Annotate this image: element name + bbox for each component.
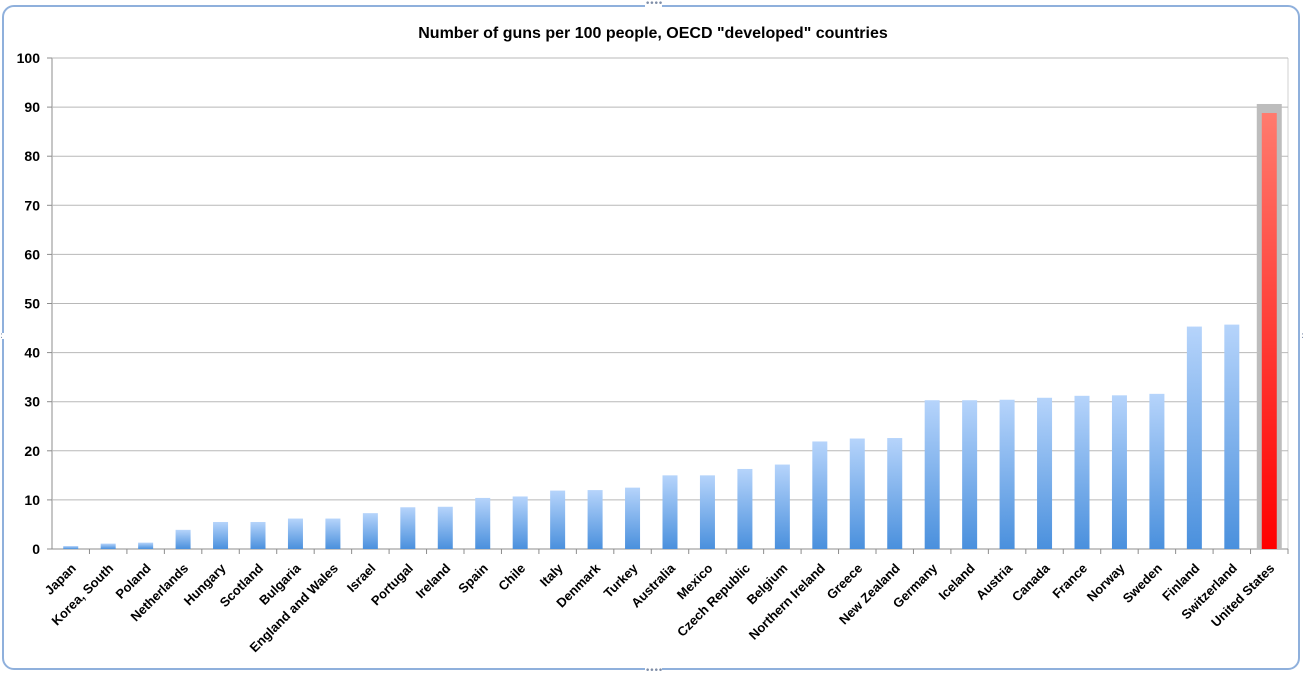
bar-iceland[interactable] <box>962 400 978 549</box>
x-tick-label: Portugal <box>368 561 416 609</box>
x-tick-label: Chile <box>495 561 528 594</box>
bar-portugal[interactable] <box>400 507 416 549</box>
x-tick-label: Spain <box>455 560 491 596</box>
chart-frame <box>2 5 1300 670</box>
y-tick-label: 60 <box>24 246 40 262</box>
bar-poland[interactable] <box>138 542 154 549</box>
y-tick-label: 90 <box>24 99 40 115</box>
y-tick-label: 80 <box>24 148 40 164</box>
x-tick-label: Iceland <box>935 560 977 602</box>
x-tick-label: Canada <box>1009 560 1053 604</box>
bar-canada[interactable] <box>1037 397 1053 549</box>
resize-handle-bottom[interactable]: •••• <box>645 666 663 676</box>
x-tick-label: Israel <box>344 561 379 596</box>
y-tick-label: 10 <box>24 492 40 508</box>
y-tick-label: 0 <box>32 541 40 557</box>
bar-united-states[interactable] <box>1261 112 1277 549</box>
bar-italy[interactable] <box>550 490 566 549</box>
y-tick-label: 50 <box>24 296 40 312</box>
bar-new-zealand[interactable] <box>887 438 903 549</box>
bar-israel[interactable] <box>362 513 378 549</box>
bar-spain[interactable] <box>475 497 491 549</box>
y-tick-label: 30 <box>24 394 40 410</box>
resize-handle-left[interactable]: : <box>0 331 4 341</box>
resize-handle-top[interactable]: •••• <box>645 0 663 9</box>
bar-norway[interactable] <box>1111 395 1127 549</box>
bar-france[interactable] <box>1074 395 1090 549</box>
y-tick-label: 70 <box>24 197 40 213</box>
bar-ireland[interactable] <box>437 506 453 549</box>
bar-netherlands[interactable] <box>175 529 191 549</box>
bar-austria[interactable] <box>999 399 1015 549</box>
x-tick-label: Italy <box>537 560 567 590</box>
bar-england-and-wales[interactable] <box>325 518 341 549</box>
bar-denmark[interactable] <box>587 490 603 549</box>
bar-sweden[interactable] <box>1149 393 1165 549</box>
y-tick-label: 40 <box>24 345 40 361</box>
bar-hungary[interactable] <box>213 521 229 549</box>
bar-czech-republic[interactable] <box>737 468 753 549</box>
y-tick-label: 100 <box>17 50 41 66</box>
bar-japan[interactable] <box>63 546 79 549</box>
resize-handle-right[interactable]: : <box>1301 331 1305 341</box>
bar-bulgaria[interactable] <box>287 518 303 549</box>
bar-switzerland[interactable] <box>1224 324 1240 549</box>
bar-korea-south[interactable] <box>100 543 116 549</box>
bar-australia[interactable] <box>662 475 678 549</box>
bar-mexico[interactable] <box>699 475 715 549</box>
chart-title: Number of guns per 100 people, OECD "dev… <box>418 25 888 42</box>
bar-chile[interactable] <box>512 496 528 549</box>
bar-northern-ireland[interactable] <box>812 441 828 549</box>
x-tick-label: Ireland <box>413 560 454 601</box>
x-tick-label: Austria <box>973 560 1016 603</box>
bar-belgium[interactable] <box>774 464 790 549</box>
bar-scotland[interactable] <box>250 521 266 549</box>
bar-greece[interactable] <box>849 438 865 549</box>
x-tick-label: Sweden <box>1120 560 1165 605</box>
bar-turkey[interactable] <box>625 487 641 549</box>
bar-germany[interactable] <box>924 400 940 549</box>
y-tick-label: 20 <box>24 443 40 459</box>
bar-finland[interactable] <box>1186 326 1202 549</box>
